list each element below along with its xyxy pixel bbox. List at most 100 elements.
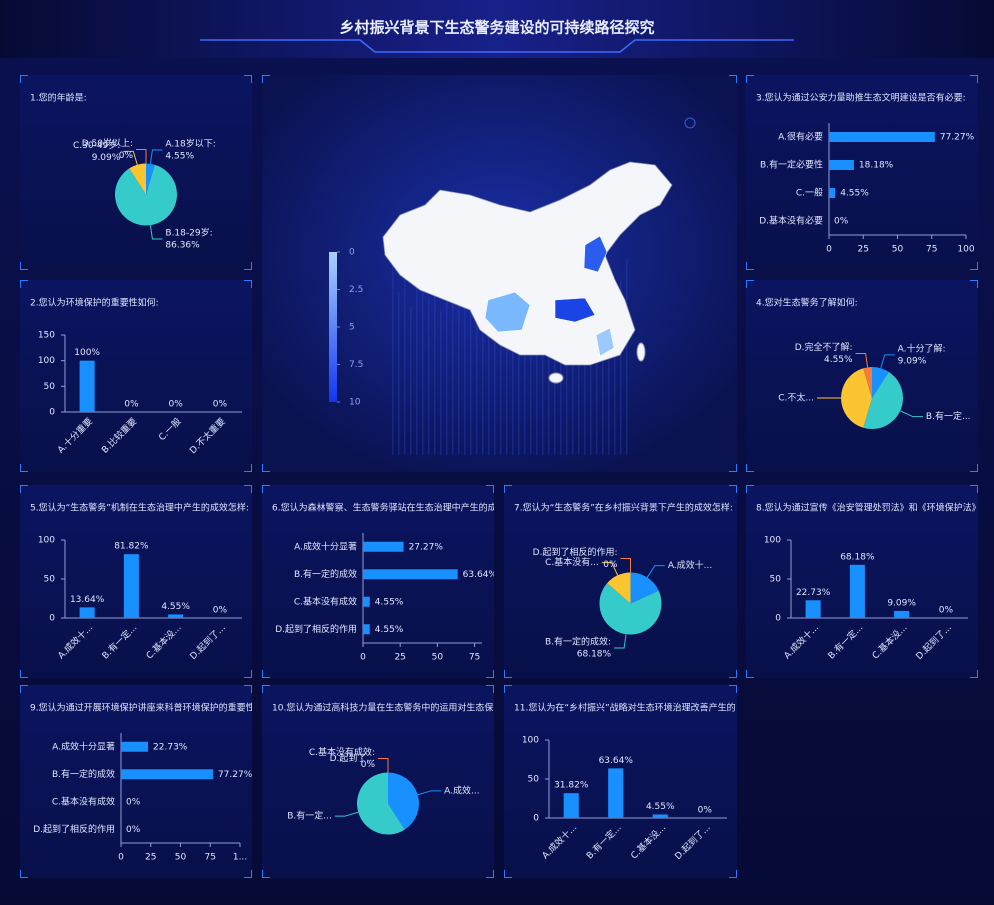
x-tick-label: 50 (175, 853, 187, 863)
panel-title: 9.您认为通过开展环境保护讲座来科普环境保护的重要性 (30, 702, 255, 714)
value-label: 63.64% (463, 570, 498, 580)
bar (850, 565, 865, 618)
value-label: 4.55% (375, 597, 404, 607)
slice-value: 86.36% (165, 241, 200, 251)
bar (80, 607, 95, 618)
panel-title: 2.您认为环境保护的重要性如何: (30, 297, 159, 309)
visual-map (329, 252, 337, 402)
x-tick-label: 50 (892, 245, 904, 255)
bar (121, 769, 213, 779)
value-label: 100% (74, 348, 100, 358)
panel-title: 10.您认为通过高科技力量在生态警务中的运用对生态保 (272, 702, 493, 714)
value-label: 0% (698, 806, 713, 816)
y-tick-label: A.成效十分显著 (52, 740, 115, 752)
panel-title: 3.您认为通过公安力量助推生态文明建设是否有必要: (756, 92, 966, 104)
value-label: 0% (126, 825, 141, 835)
value-label: 0% (834, 217, 849, 227)
value-label: 77.27% (218, 770, 253, 780)
x-tick-label: 0 (360, 653, 366, 663)
slice-label: D.50岁以上: (82, 137, 133, 149)
scale-label: 0 (349, 248, 355, 258)
slice-label: B.有一定... (926, 410, 971, 422)
slice-label: A.成效十... (668, 559, 712, 571)
y-tick-label: 50 (44, 575, 56, 585)
panel-title: 6.您认为森林警察、生态警务驿站在生态治理中产生的成 (272, 502, 497, 514)
slice-value: 9.09% (92, 153, 121, 163)
y-tick-label: A.很有必要 (778, 131, 823, 143)
taiwan (637, 343, 645, 361)
x-tick-label: 0 (118, 853, 124, 863)
y-tick-label: 100 (522, 736, 539, 746)
slice-label: D.起到了相反的作用: (533, 546, 618, 558)
bar (564, 793, 579, 818)
x-tick-label: 25 (858, 245, 869, 255)
y-tick-label: B.有一定的成效 (52, 768, 115, 780)
value-label: 31.82% (554, 781, 589, 791)
glow-line (398, 292, 400, 455)
y-tick-label: B.有一定必要性 (760, 159, 823, 171)
y-tick-label: B.有一定的成效 (294, 568, 357, 580)
slice-label: D.完全不了解: (795, 341, 853, 353)
panel: 4.您对生态警务了解如何:A.十分了解:9.09%B.有一定...C.不太...… (746, 280, 978, 472)
y-tick-label: 50 (44, 382, 56, 392)
panel: 7.您认为“生态警务”在乡村振兴背景下产生的成效怎样:A.成效十...B.有一定… (504, 485, 737, 678)
bar (80, 361, 95, 412)
glow-line (416, 283, 418, 455)
bar (363, 542, 404, 552)
y-tick-label: A.成效十分显著 (294, 540, 357, 552)
bar (363, 624, 370, 634)
slice-label: A.18岁以下: (165, 137, 215, 149)
value-label: 22.73% (796, 588, 831, 598)
value-label: 0% (939, 606, 954, 616)
panel-title: 11.您认为在“乡村振兴”战略对生态环境治理改善产生的 (514, 702, 736, 714)
panel-title: 5.您认为“生态警务”机制在生态治理中产生的成效怎样: (30, 502, 249, 514)
page-title: 乡村振兴背景下生态警务建设的可持续路径探究 (339, 19, 654, 37)
glow-line (404, 269, 406, 455)
scale-label: 7.5 (349, 360, 363, 370)
value-label: 18.18% (859, 161, 894, 171)
slice-label: A.成效... (444, 784, 479, 796)
bar (121, 742, 148, 752)
y-tick-label: 0 (775, 614, 781, 624)
slice-value: 9.09% (898, 356, 927, 366)
panel: 02.557.510 (262, 75, 737, 472)
y-tick-label: D.起到了相反的作用 (275, 623, 357, 635)
panel-bg (20, 685, 252, 878)
panel: 11.您认为在“乡村振兴”战略对生态环境治理改善产生的05010031.82%A… (504, 685, 737, 878)
bar (124, 554, 139, 618)
x-tick-label: 75 (469, 653, 480, 663)
panel-title: 8.您认为通过宣传《治安管理处罚法》和《环境保护法》 (756, 502, 981, 514)
value-label: 4.55% (840, 189, 869, 199)
y-tick-label: C.基本没有成效 (294, 595, 357, 607)
panel: 1.您的年龄是:A.18岁以下:4.55%B.18-29岁:86.36%C.30… (20, 75, 252, 270)
slice-label: B.18-29岁: (165, 227, 212, 239)
slice-label: B.有一定的成效: (545, 636, 611, 648)
bar (168, 614, 183, 618)
x-tick-label: 25 (394, 653, 405, 663)
bar (363, 597, 370, 607)
glow-line (410, 306, 412, 455)
x-tick-label: 100 (957, 245, 974, 255)
panel-bg (746, 75, 978, 270)
value-label: 0% (124, 400, 139, 410)
value-label: 63.64% (599, 756, 634, 766)
y-tick-label: C.基本没有成效 (52, 795, 115, 807)
y-tick-label: 50 (528, 775, 540, 785)
glow-line (446, 288, 448, 455)
y-tick-label: 0 (533, 814, 539, 824)
panel-title: 1.您的年龄是: (30, 92, 87, 104)
glow-line (428, 297, 430, 455)
glow-line (434, 274, 436, 455)
x-tick-label: 50 (432, 653, 444, 663)
scale-label: 2.5 (349, 285, 363, 295)
y-tick-label: 50 (770, 575, 782, 585)
scale-label: 10 (349, 398, 361, 408)
value-label: 0% (168, 400, 183, 410)
x-tick-label: 25 (145, 853, 156, 863)
value-label: 77.27% (940, 133, 975, 143)
glow-line (626, 258, 628, 455)
slice-label: C.不太... (778, 392, 814, 404)
